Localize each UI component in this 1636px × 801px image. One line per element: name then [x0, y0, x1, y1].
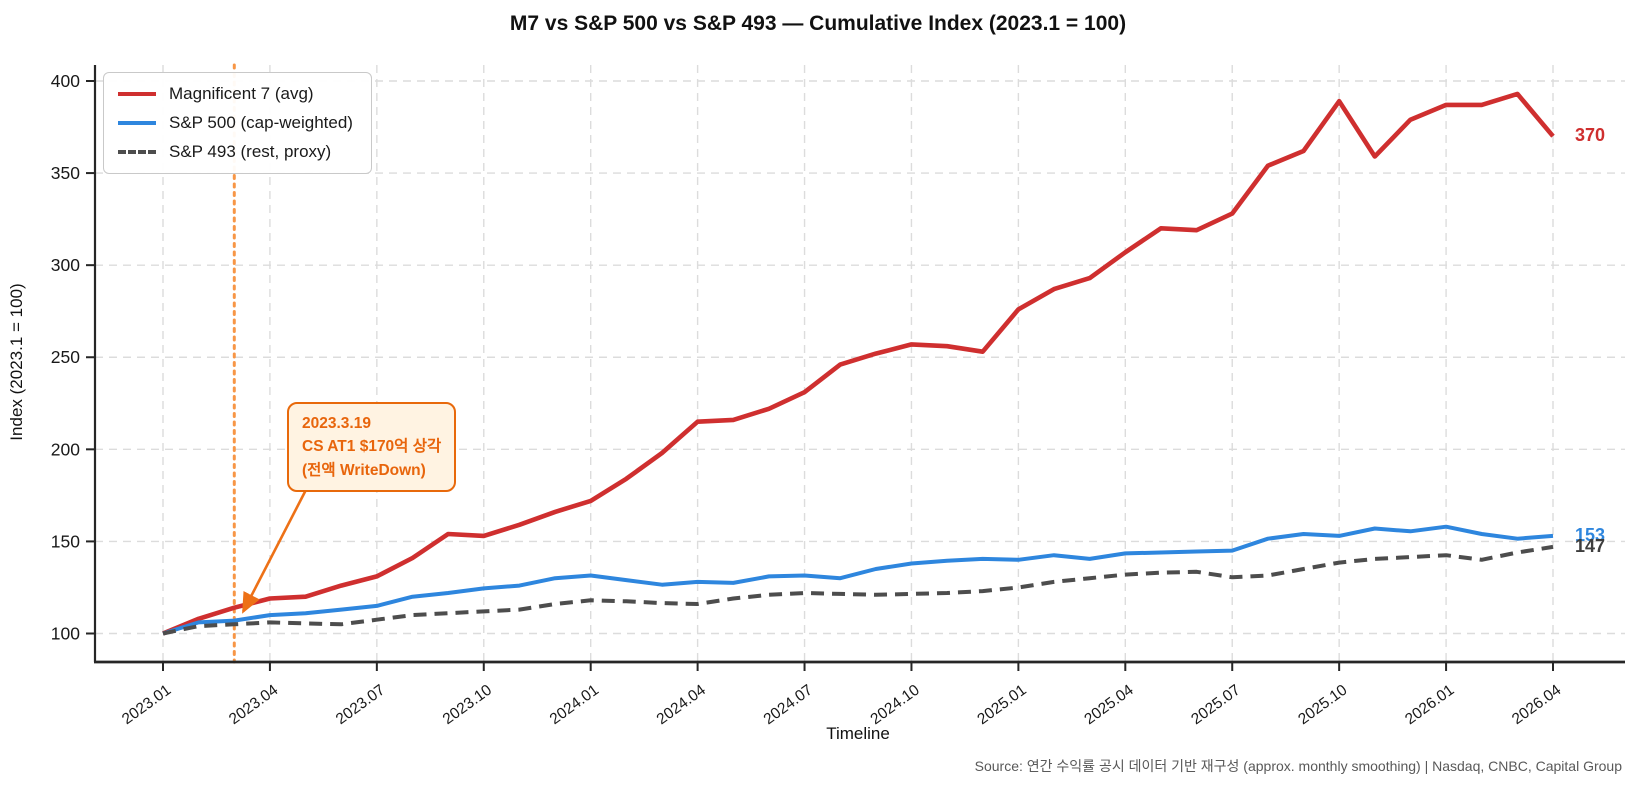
series-layer [162, 91, 1555, 636]
x-tick-label: 2025.10 [1295, 681, 1351, 728]
annotation-line-2: CS AT1 $170억 상각 [302, 438, 442, 456]
legend-item-sp-500-cap-weighted: S&P 500 (cap-weighted) [118, 113, 353, 133]
end-label-magnificent-7-avg: 370 [1575, 125, 1606, 146]
end-label-sp-493-rest-proxy: 147 [1575, 535, 1606, 556]
y-tick-label: 200 [51, 439, 80, 459]
x-tick-label: 2024.10 [867, 681, 923, 728]
x-tick-label: 2026.01 [1402, 681, 1457, 728]
annotation-layer [242, 483, 311, 614]
x-tick-label: 2023.10 [440, 681, 496, 728]
x-tick-label: 2023.07 [333, 681, 388, 728]
source-note: Source: 연간 수익률 공시 데이터 기반 재구성 (approx. mo… [974, 758, 1622, 774]
y-axis-label: Index (2023.1 = 100) [7, 283, 26, 441]
x-tick-label: 2025.07 [1188, 681, 1243, 728]
legend-item-sp-493-rest-proxy: S&P 493 (rest, proxy) [118, 142, 353, 162]
chart-title: M7 vs S&P 500 vs S&P 493 — Cumulative In… [509, 12, 1127, 35]
series-line-sp-493-rest-proxy [162, 544, 1554, 636]
x-tick-label: 2024.07 [761, 681, 816, 728]
x-tick-label: 2023.01 [119, 681, 174, 728]
x-axis-label: Timeline [826, 724, 890, 743]
annotation-line-1: 2023.3.19 [302, 415, 371, 432]
legend-label: S&P 493 (rest, proxy) [169, 142, 332, 161]
y-tick-label: 300 [51, 255, 80, 275]
x-tick-label: 2024.04 [654, 681, 710, 728]
x-tick-label: 2025.04 [1081, 681, 1137, 728]
y-tick-label: 350 [51, 163, 80, 183]
annotation-line-3: (전액 WriteDown) [302, 461, 426, 479]
y-tick-label: 150 [51, 531, 80, 551]
end-label-sp-500-cap-weighted: 153 [1575, 524, 1606, 545]
x-tick-label: 2023.04 [226, 681, 282, 728]
legend-swatch-magnificent-7-avg [118, 92, 156, 96]
series-line-sp-500-cap-weighted [162, 524, 1554, 636]
x-tick-label: 2024.01 [547, 681, 602, 728]
y-tick-label: 250 [51, 347, 80, 367]
legend-swatch-sp-500-cap-weighted [118, 121, 156, 125]
legend-swatch-sp-493-rest-proxy [118, 150, 156, 154]
x-tick-label: 2026.04 [1509, 681, 1565, 728]
series-line-magnificent-7-avg [162, 91, 1555, 636]
y-tick-label: 100 [51, 624, 80, 644]
legend-label: S&P 500 (cap-weighted) [169, 113, 353, 132]
y-tick-label: 400 [51, 71, 80, 91]
legend: Magnificent 7 (avg) S&P 500 (cap-weighted… [103, 72, 372, 174]
annotation-arrow [242, 483, 311, 614]
legend-label: Magnificent 7 (avg) [169, 84, 314, 103]
annotation-box: 2023.3.19 CS AT1 $170억 상각 (전액 WriteDown) [287, 402, 457, 492]
legend-item-magnificent-7-avg: Magnificent 7 (avg) [118, 84, 353, 104]
x-tick-label: 2025.01 [974, 681, 1029, 728]
